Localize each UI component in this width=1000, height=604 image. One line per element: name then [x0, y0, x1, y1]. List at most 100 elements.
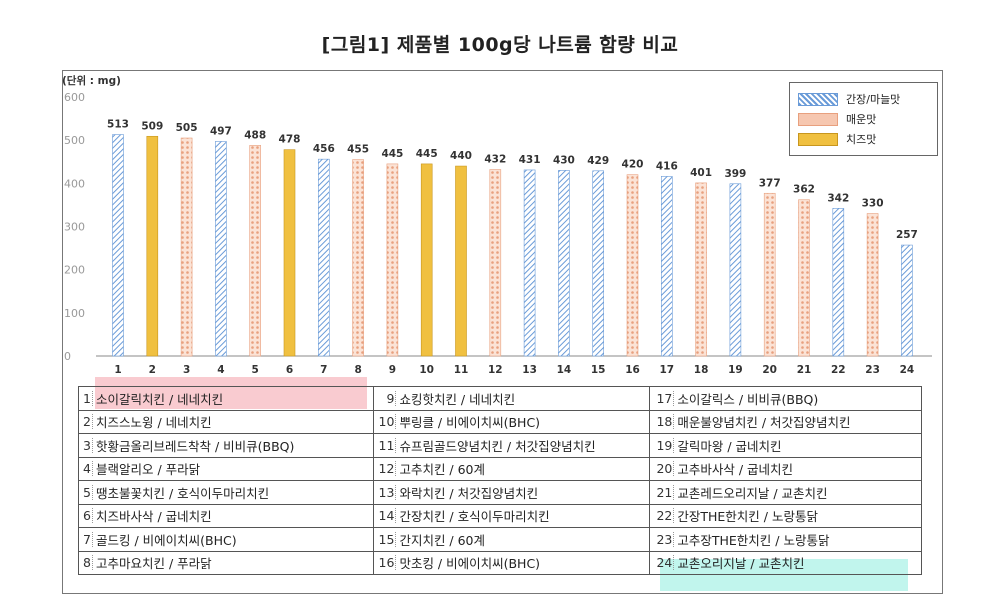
product-name: 치즈바사삭 / 굽네치킨 — [96, 509, 212, 525]
x-tick-label: 6 — [286, 364, 293, 376]
bar-3 — [180, 137, 193, 357]
product-cell: 4 블랙알리오 / 푸라닭 — [77, 456, 375, 481]
product-number: 7 — [80, 531, 93, 547]
bar-9 — [386, 163, 399, 357]
x-tick-label: 10 — [419, 364, 434, 376]
product-number: 13 — [375, 484, 397, 500]
data-label-11: 440 — [450, 150, 472, 162]
product-name: 블랙알리오 / 푸라닭 — [96, 462, 201, 478]
product-number: 14 — [375, 508, 397, 524]
data-label-8: 455 — [347, 144, 369, 156]
y-tick-label: 400 — [64, 177, 85, 190]
product-number: 1 — [80, 390, 93, 406]
y-tick-label: 500 — [64, 134, 85, 147]
data-label-23: 330 — [862, 198, 884, 210]
product-name: 고추장THE한치킨 / 노랑통닭 — [677, 532, 830, 548]
product-cell: 23 고추장THE한치킨 / 노랑통닭 — [649, 527, 922, 552]
product-cell: 12 고추치킨 / 60계 — [373, 456, 651, 481]
product-number: 23 — [651, 531, 675, 547]
legend-swatch-soy-garlic — [798, 92, 838, 106]
product-cell: 6 치즈바사삭 / 굽네치킨 — [77, 503, 375, 528]
x-tick-label: 7 — [320, 364, 327, 376]
product-cell: 13 와락치킨 / 처갓집양념치킨 — [373, 480, 651, 505]
y-unit-label: (단위 : mg) — [62, 74, 121, 87]
product-name: 교촌레드오리지날 / 교촌치킨 — [677, 485, 828, 501]
product-name: 땡초불꽃치킨 / 호식이두마리치킨 — [96, 485, 270, 501]
legend-item-spicy: 매운맛 — [798, 111, 876, 127]
data-label-7: 456 — [313, 143, 335, 155]
data-label-16: 420 — [622, 159, 644, 171]
legend-item-cheese: 치즈맛 — [798, 131, 876, 147]
table-row: 8 고추마요치킨 / 푸라닭 16 맛초킹 / 비에이치씨(BHC) 24 교촌오리지날 … — [77, 550, 922, 575]
product-cell: 24 교촌오리지날 / 교촌치킨 — [649, 550, 922, 575]
legend-label-cheese: 치즈맛 — [846, 133, 877, 146]
product-name: 맛초킹 / 비에이치씨(BHC) — [399, 556, 541, 572]
data-label-15: 429 — [587, 155, 609, 167]
bar-8 — [352, 159, 364, 357]
product-name: 고추마요치킨 / 푸라닭 — [96, 556, 212, 572]
product-name-table: 1 소이갈릭치킨 / 네네치킨 9 쇼킹핫치킨 / 네네치킨 17 소이갈릭스 / 비비큐… — [77, 386, 922, 575]
data-label-2: 509 — [141, 120, 163, 132]
bar-20 — [763, 192, 776, 357]
bar-13 — [523, 169, 536, 357]
table-row: 4 블랙알리오 / 푸라닭 12 고추치킨 / 60계 20 고추바사삭 / 굽네치킨 — [77, 456, 922, 481]
product-name: 갈릭마왕 / 굽네치킨 — [677, 438, 782, 454]
product-cell: 18 매운불양념치킨 / 처갓집양념치킨 — [649, 409, 922, 434]
bar-18 — [695, 182, 707, 357]
x-tick-label: 21 — [797, 364, 812, 376]
product-number: 12 — [375, 461, 397, 477]
product-number: 10 — [375, 414, 397, 430]
product-number: 17 — [651, 390, 675, 406]
product-number: 19 — [651, 437, 675, 453]
product-cell: 9 쇼킹핫치킨 / 네네치킨 — [373, 386, 651, 411]
product-name: 매운불양념치킨 / 처갓집양념치킨 — [677, 415, 851, 431]
product-number: 6 — [80, 508, 93, 524]
product-name: 고추치킨 / 60계 — [399, 462, 486, 478]
y-tick-label: 200 — [64, 264, 85, 277]
bar-22 — [832, 208, 845, 357]
x-tick-label: 3 — [183, 364, 190, 376]
bar-7 — [317, 158, 330, 357]
product-number: 22 — [651, 508, 675, 524]
product-cell: 21 교촌레드오리지날 / 교촌치킨 — [649, 480, 922, 505]
legend-swatch-spicy — [798, 112, 838, 126]
table-row: 5 땡초불꽃치킨 / 호식이두마리치킨 13 와락치킨 / 처갓집양념치킨 21 교촌레드… — [77, 480, 922, 505]
product-name: 쇼킹핫치킨 / 네네치킨 — [399, 391, 516, 407]
data-label-10: 445 — [416, 148, 438, 160]
bar-12 — [489, 169, 502, 357]
table-row: 6 치즈바사삭 / 굽네치킨 14 간장치킨 / 호식이두마리치킨 22 간장THE한치킨… — [77, 503, 922, 528]
product-cell: 16 맛초킹 / 비에이치씨(BHC) — [373, 550, 651, 575]
product-name: 간장THE한치킨 / 노랑통닭 — [677, 509, 818, 525]
product-number: 8 — [80, 555, 93, 571]
product-name: 골드킹 / 비에이치씨(BHC) — [96, 532, 237, 548]
bar-16 — [626, 174, 639, 357]
product-number: 5 — [80, 484, 93, 500]
product-name: 뿌링클 / 비에이치씨(BHC) — [399, 415, 541, 431]
y-tick-label: 300 — [64, 221, 85, 234]
product-name: 고추바사삭 / 굽네치킨 — [677, 462, 794, 478]
x-tick-label: 5 — [252, 364, 259, 376]
x-tick-label: 8 — [354, 364, 361, 376]
product-name: 핫황금올리브레드착착 / 비비큐(BBQ) — [96, 438, 295, 454]
x-tick-label: 17 — [659, 364, 674, 376]
data-label-4: 497 — [210, 125, 232, 137]
product-cell: 8 고추마요치킨 / 푸라닭 — [77, 550, 375, 575]
bar-15 — [592, 170, 605, 357]
bar-4 — [215, 141, 227, 357]
x-tick-label: 24 — [900, 364, 915, 376]
bar-17 — [660, 176, 673, 357]
legend-item-soy-garlic: 간장/마늘맛 — [798, 91, 900, 107]
bar-2 — [146, 135, 159, 357]
x-tick-label: 20 — [762, 364, 777, 376]
x-tick-label: 2 — [149, 364, 156, 376]
product-number: 9 — [375, 390, 397, 406]
x-tick-label: 4 — [217, 364, 224, 376]
table-row: 2 치즈스노윙 / 네네치킨 10 뿌링클 / 비에이치씨(BHC) 18 매운불양념치킨… — [77, 409, 922, 434]
product-number: 4 — [80, 461, 93, 477]
y-tick-label: 600 — [64, 91, 85, 104]
product-name: 와락치킨 / 처갓집양념치킨 — [399, 485, 539, 501]
data-label-6: 478 — [279, 134, 301, 146]
bar-11 — [455, 165, 467, 357]
product-number: 2 — [80, 414, 93, 430]
bar-23 — [866, 213, 879, 357]
